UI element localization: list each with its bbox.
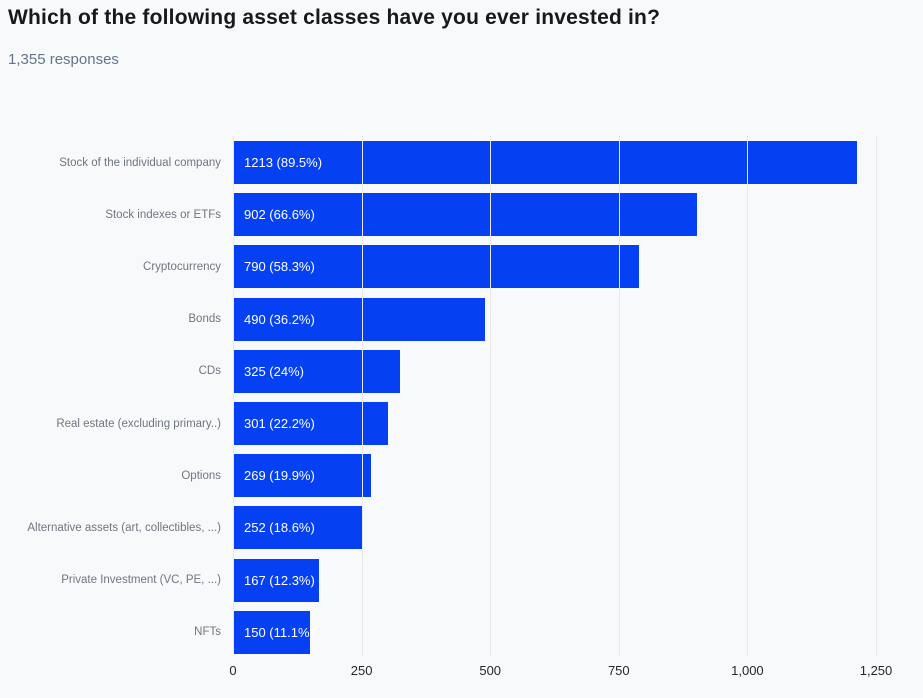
bar[interactable]: 269 (19.9%) xyxy=(233,454,371,498)
x-tick-label: 250 xyxy=(350,663,373,678)
bar[interactable]: 150 (11.1%) xyxy=(233,610,314,654)
x-tick-label: 1,250 xyxy=(859,663,893,678)
gridline xyxy=(618,136,620,656)
bar[interactable]: 490 (36.2%) xyxy=(233,297,485,341)
category-label: Stock of the individual company xyxy=(59,156,221,169)
gridline xyxy=(361,136,363,656)
bar-value-label: 252 (18.6%) xyxy=(244,520,315,536)
bar[interactable]: 252 (18.6%) xyxy=(233,506,363,550)
x-tick-label: 1,000 xyxy=(731,663,764,678)
x-tick-label: 500 xyxy=(479,663,502,678)
x-tick-label: 750 xyxy=(607,663,630,678)
bar-value-label: 269 (19.9%) xyxy=(244,468,315,484)
category-label: Stock indexes or ETFs xyxy=(105,208,221,221)
bar-value-label: 150 (11.1%) xyxy=(244,624,314,640)
page-title: Which of the following asset classes hav… xyxy=(8,6,661,29)
gridline xyxy=(233,136,234,656)
category-label: Real estate (excluding primary..) xyxy=(56,417,221,430)
bar[interactable]: 301 (22.2%) xyxy=(233,402,388,445)
bar-value-label: 325 (24%) xyxy=(244,363,304,379)
bar[interactable]: 790 (58.3%) xyxy=(233,245,639,289)
category-label: CDs xyxy=(198,365,221,378)
bar-value-label: 301 (22.2%) xyxy=(244,416,315,431)
category-label: Alternative assets (art, collectibles, .… xyxy=(27,521,221,534)
category-label: NFTs xyxy=(194,626,221,639)
bar-value-label: 1213 (89.5%) xyxy=(244,155,323,170)
category-label: Cryptocurrency xyxy=(143,260,221,273)
bar-value-label: 490 (36.2%) xyxy=(244,311,315,327)
bar[interactable]: 325 (24%) xyxy=(233,349,400,393)
category-label: Bonds xyxy=(188,313,221,326)
bar-value-label: 790 (58.3%) xyxy=(244,259,315,275)
bar[interactable]: 1213 (89.5%) xyxy=(233,141,857,184)
bar-value-label: 902 (66.6%) xyxy=(244,207,315,223)
gridline xyxy=(490,136,492,656)
bar[interactable]: 902 (66.6%) xyxy=(233,193,697,237)
gridline xyxy=(876,136,877,656)
responses-count: 1,355 responses xyxy=(8,51,119,68)
bar[interactable]: 167 (12.3%) xyxy=(233,558,319,602)
category-label: Options xyxy=(181,469,221,482)
gridline xyxy=(747,136,749,656)
bar-value-label: 167 (12.3%) xyxy=(244,572,315,588)
x-tick-label: 0 xyxy=(229,663,237,678)
category-label: Private Investment (VC, PE, ...) xyxy=(61,574,221,587)
